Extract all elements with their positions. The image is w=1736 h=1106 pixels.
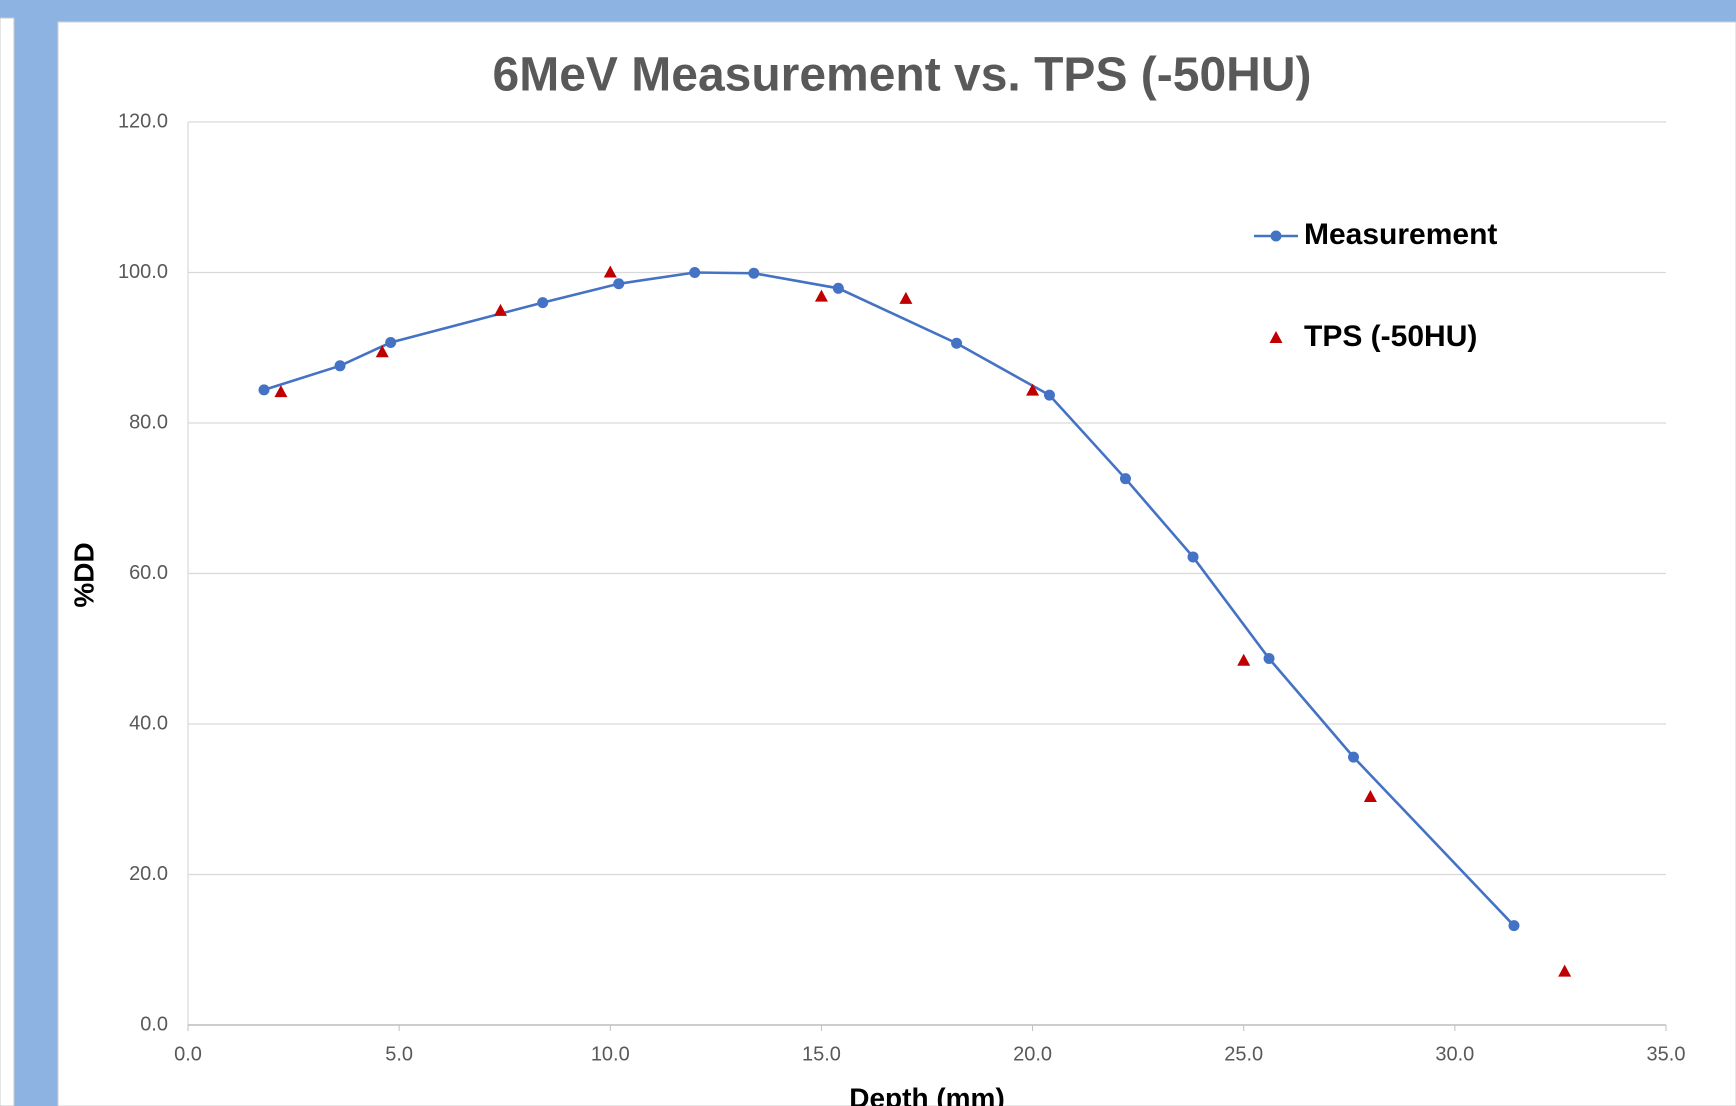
- data-point: [493, 303, 507, 316]
- data-point: [1237, 653, 1251, 666]
- data-point: [537, 297, 549, 309]
- y-tick-label: 60.0: [129, 562, 168, 584]
- data-point: [258, 384, 270, 396]
- y-axis-title: %DD: [68, 542, 99, 607]
- x-axis-title: Depth (mm): [849, 1082, 1005, 1106]
- data-point: [832, 282, 844, 294]
- legend-marker: [1270, 230, 1282, 242]
- y-tick-label: 40.0: [129, 712, 168, 734]
- data-point: [603, 265, 617, 278]
- data-point: [1558, 964, 1572, 977]
- data-point: [385, 336, 397, 348]
- x-tick-label: 0.0: [174, 1043, 202, 1065]
- data-point: [1508, 920, 1520, 932]
- data-point: [334, 360, 346, 372]
- data-point: [1348, 751, 1360, 763]
- data-point: [1043, 389, 1055, 401]
- chart-title: 6MeV Measurement vs. TPS (-50HU): [493, 49, 1312, 102]
- data-point: [951, 337, 963, 349]
- data-point: [613, 278, 625, 290]
- side-panel: [0, 17, 15, 1106]
- y-tick-label: 20.0: [129, 863, 168, 885]
- x-tick-label: 35.0: [1647, 1043, 1686, 1065]
- data-point: [689, 267, 701, 278]
- legend-label: TPS (-50HU): [1304, 320, 1477, 353]
- data-point: [375, 345, 389, 358]
- data-point: [1263, 653, 1275, 665]
- y-tick-label: 100.0: [118, 261, 168, 283]
- x-tick-label: 30.0: [1435, 1043, 1474, 1065]
- legend-label: Measurement: [1304, 218, 1497, 251]
- x-tick-label: 25.0: [1224, 1043, 1263, 1065]
- x-tick-label: 10.0: [591, 1043, 630, 1065]
- x-tick-label: 15.0: [802, 1043, 841, 1065]
- chart-area: [57, 21, 1736, 1106]
- y-tick-label: 0.0: [140, 1013, 168, 1035]
- data-point: [1026, 383, 1040, 396]
- data-point: [899, 291, 913, 304]
- data-point: [814, 289, 828, 302]
- y-tick-label: 120.0: [118, 110, 168, 132]
- data-point: [274, 385, 288, 398]
- data-point: [1187, 551, 1199, 563]
- x-tick-label: 5.0: [385, 1043, 413, 1065]
- data-point: [748, 267, 760, 279]
- data-point: [1119, 473, 1131, 485]
- y-tick-label: 80.0: [129, 411, 168, 433]
- legend-marker: [1269, 331, 1283, 343]
- x-tick-label: 20.0: [1013, 1043, 1052, 1065]
- data-point: [1363, 789, 1377, 802]
